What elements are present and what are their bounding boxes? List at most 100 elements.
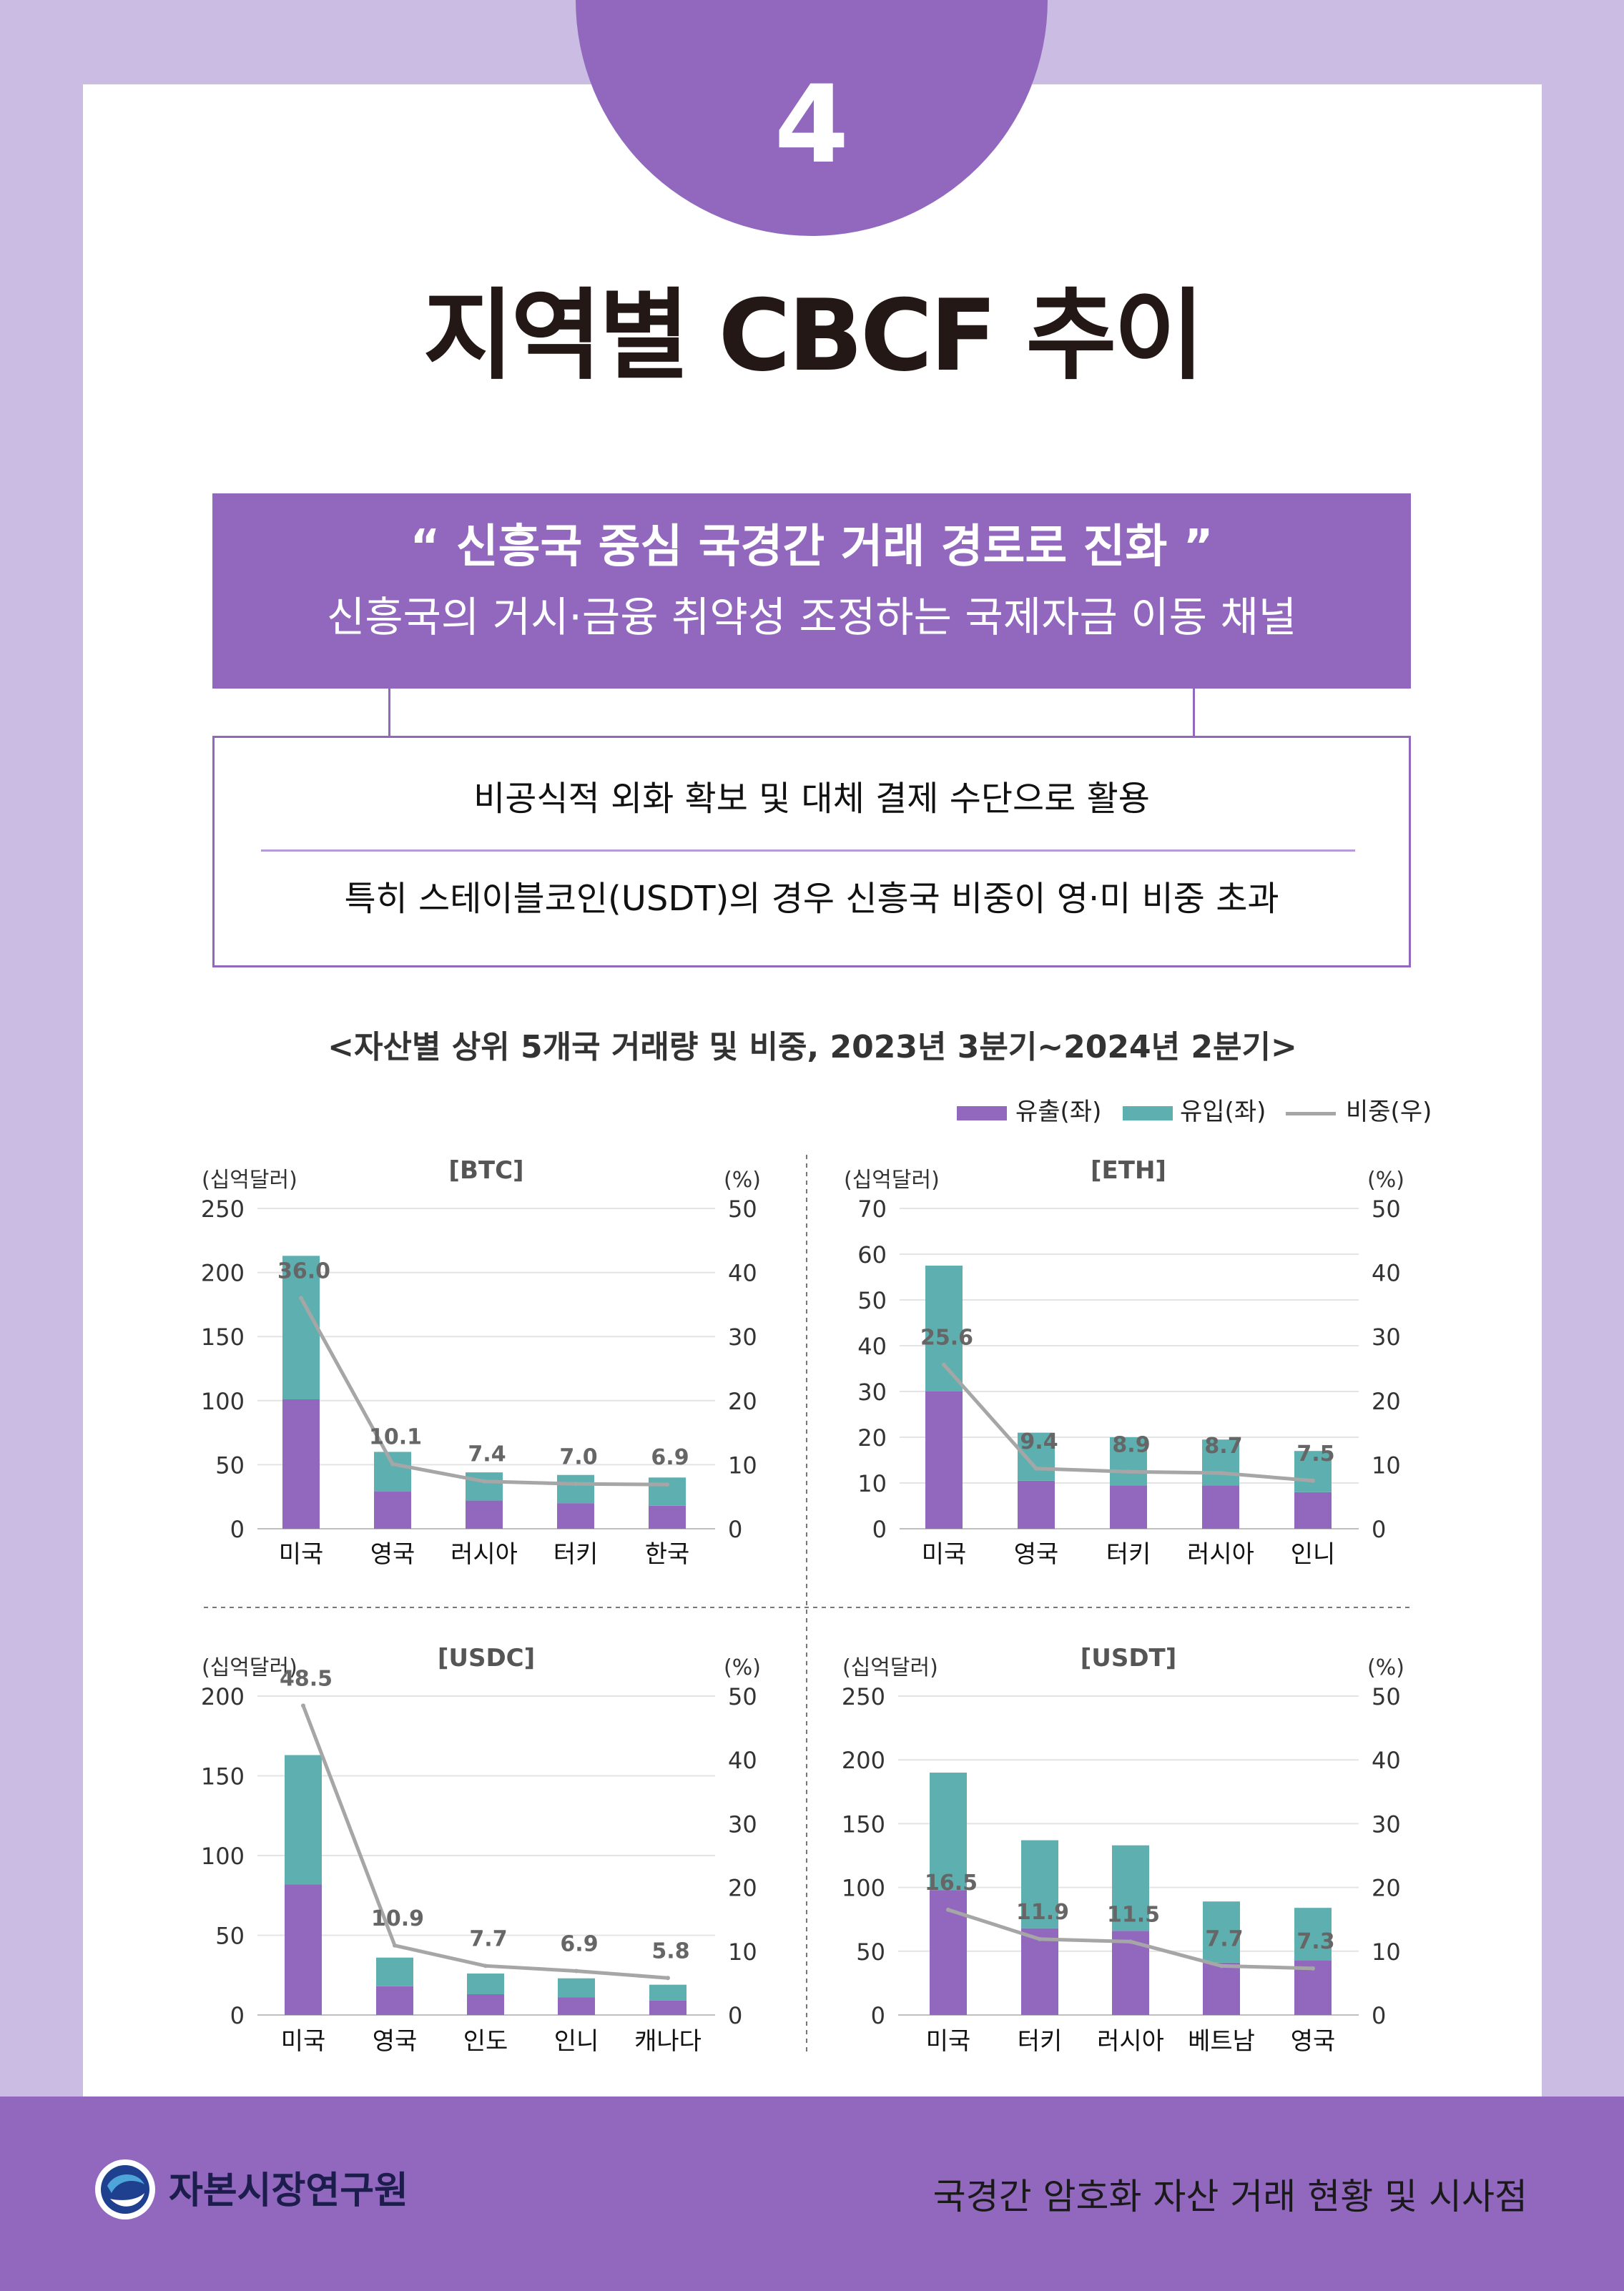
usdt-ylabel-right: (%) <box>1367 1655 1404 1680</box>
usdc-data-label: 48.5 <box>280 1666 333 1691</box>
btc-bar-inflow <box>466 1472 503 1501</box>
usdc-ylabel-right: (%) <box>724 1655 761 1680</box>
btc-ytick-left: 100 <box>201 1388 245 1415</box>
footer: 자본시장연구원 국경간 암호화 자산 거래 현황 및 시사점 <box>0 2097 1624 2291</box>
eth-ytick-right: 40 <box>1372 1260 1401 1287</box>
eth-bar-outflow <box>1294 1492 1332 1529</box>
legend-swatch-share <box>1286 1112 1336 1115</box>
eth-ytick-right: 20 <box>1372 1388 1401 1415</box>
usdc-bar-inflow <box>285 1755 322 1885</box>
key-point-2: 특히 스테이블코인(USDT)의 경우 신흥국 비중이 영·미 비중 초과 <box>344 879 1279 919</box>
usdc-bar-outflow <box>558 1997 595 2015</box>
key-point-1: 비공식적 외화 확보 및 대체 결제 수단으로 활용 <box>473 779 1150 819</box>
usdt-bar-inflow <box>1112 1845 1149 1931</box>
btc-share-point <box>390 1462 395 1467</box>
btc-bar-outflow <box>466 1500 503 1529</box>
usdc-ytick-right: 0 <box>728 2002 742 2029</box>
btc-ytick-right: 10 <box>728 1452 757 1479</box>
eth-ytick-left: 40 <box>857 1333 887 1360</box>
btc-data-label: 7.0 <box>559 1444 597 1469</box>
usdt-ytick-left: 200 <box>842 1747 885 1774</box>
eth-category-label: 인니 <box>1291 1540 1336 1569</box>
usdt-ytick-left: 0 <box>871 2002 885 2029</box>
usdt-bar-inflow <box>1203 1901 1240 1963</box>
eth-data-label: 9.4 <box>1020 1429 1058 1454</box>
eth-ytick-left: 60 <box>857 1241 887 1268</box>
usdt-ytick-right: 10 <box>1372 1938 1401 1966</box>
usdc-ylabel-left: (십억달러) <box>202 1655 297 1680</box>
btc-ytick-right: 20 <box>728 1388 757 1415</box>
btc-share-point <box>574 1482 578 1487</box>
logo-icon <box>95 2159 155 2219</box>
usdc-ytick-left: 0 <box>230 2002 245 2029</box>
usdc-share-point <box>393 1943 397 1948</box>
btc-ytick-right: 30 <box>728 1324 757 1351</box>
eth-data-label: 25.6 <box>920 1326 973 1351</box>
usdc-ytick-right: 40 <box>728 1747 757 1774</box>
usdc-ytick-right: 50 <box>728 1683 757 1710</box>
usdt-ytick-left: 250 <box>842 1683 885 1710</box>
key-points-divider <box>261 849 1355 852</box>
usdc-bar-inflow <box>649 1984 686 2001</box>
btc-ytick-left: 50 <box>215 1452 245 1479</box>
usdt-ytick-right: 50 <box>1372 1683 1401 1710</box>
eth-ytick-right: 0 <box>1372 1516 1386 1543</box>
btc-bar-inflow <box>282 1256 320 1400</box>
eth-share-point <box>1034 1466 1038 1471</box>
eth-category-label: 터키 <box>1106 1540 1151 1569</box>
usdc-ytick-left: 50 <box>215 1923 245 1950</box>
eth-ytick-left: 0 <box>872 1516 887 1543</box>
section-number: 4 <box>774 63 850 187</box>
eth-bar-inflow <box>1294 1451 1332 1492</box>
usdc-data-label: 10.9 <box>371 1906 424 1931</box>
usdc-bar-inflow <box>376 1957 413 1986</box>
usdc-category-label: 영국 <box>373 2027 418 2056</box>
usdc-share-point <box>301 1703 305 1708</box>
btc-share-point <box>299 1296 303 1301</box>
eth-ytick-left: 50 <box>857 1287 887 1314</box>
usdc-ytick-right: 20 <box>728 1875 757 1902</box>
usdt-ytick-left: 100 <box>842 1875 885 1902</box>
btc-share-point <box>482 1479 486 1484</box>
usdt-data-label: 16.5 <box>925 1871 978 1896</box>
btc-bar-outflow <box>557 1503 594 1529</box>
eth-ytick-left: 10 <box>857 1470 887 1497</box>
eth-ytick-right: 30 <box>1372 1324 1401 1351</box>
usdt-ylabel-left: (십억달러) <box>842 1655 938 1680</box>
btc-data-label: 7.4 <box>468 1442 506 1467</box>
usdt-data-label: 7.3 <box>1296 1929 1334 1954</box>
eth-bar-inflow <box>925 1266 963 1391</box>
usdt-ytick-left: 50 <box>856 1938 885 1966</box>
highlight-quote: “ 신흥국 중심 국경간 거래 경로로 진화 ” <box>410 521 1214 573</box>
usdt-share-point <box>1219 1964 1224 1969</box>
btc-share-point <box>665 1482 669 1487</box>
usdt-share-point <box>1128 1939 1133 1944</box>
usdt-category-label: 터키 <box>1018 2027 1063 2056</box>
usdc-bar-outflow <box>376 1986 413 2015</box>
usdt-ytick-right: 40 <box>1372 1747 1401 1774</box>
usdt-category-label: 베트남 <box>1188 2027 1255 2056</box>
usdc-bar-outflow <box>285 1884 322 2015</box>
eth-share-point <box>1219 1471 1223 1476</box>
eth-ytick-left: 30 <box>857 1379 887 1406</box>
eth-data-label: 8.7 <box>1204 1434 1242 1459</box>
usdt-bar-inflow <box>930 1773 967 1891</box>
footer-report-title: 국경간 암호화 자산 거래 현황 및 시사점 <box>932 2176 1527 2217</box>
btc-bar-inflow <box>557 1474 594 1504</box>
btc-bar-outflow <box>374 1492 411 1529</box>
eth-data-label: 8.9 <box>1112 1432 1150 1457</box>
btc-data-label: 36.0 <box>277 1258 330 1284</box>
usdc-data-label: 7.7 <box>469 1926 507 1951</box>
usdc-share-point <box>483 1964 488 1969</box>
btc-category-label: 터키 <box>553 1540 599 1569</box>
usdt-chart-title: [USDT] <box>1081 1644 1177 1672</box>
usdc-bar-inflow <box>558 1978 595 1998</box>
key-points-box: 비공식적 외화 확보 및 대체 결제 수단으로 활용 특히 스테이블코인(USD… <box>212 736 1411 967</box>
usdt-bar-outflow <box>1021 1928 1058 2015</box>
btc-category-label: 한국 <box>645 1540 690 1569</box>
btc-ytick-left: 0 <box>230 1516 245 1543</box>
highlight-box: “ 신흥국 중심 국경간 거래 경로로 진화 ” 신흥국의 거시·금융 취약성 … <box>212 493 1411 689</box>
eth-bar-inflow <box>1110 1437 1147 1486</box>
eth-chart-title: [ETH] <box>1091 1156 1166 1185</box>
usdt-bar-inflow <box>1021 1840 1058 1928</box>
